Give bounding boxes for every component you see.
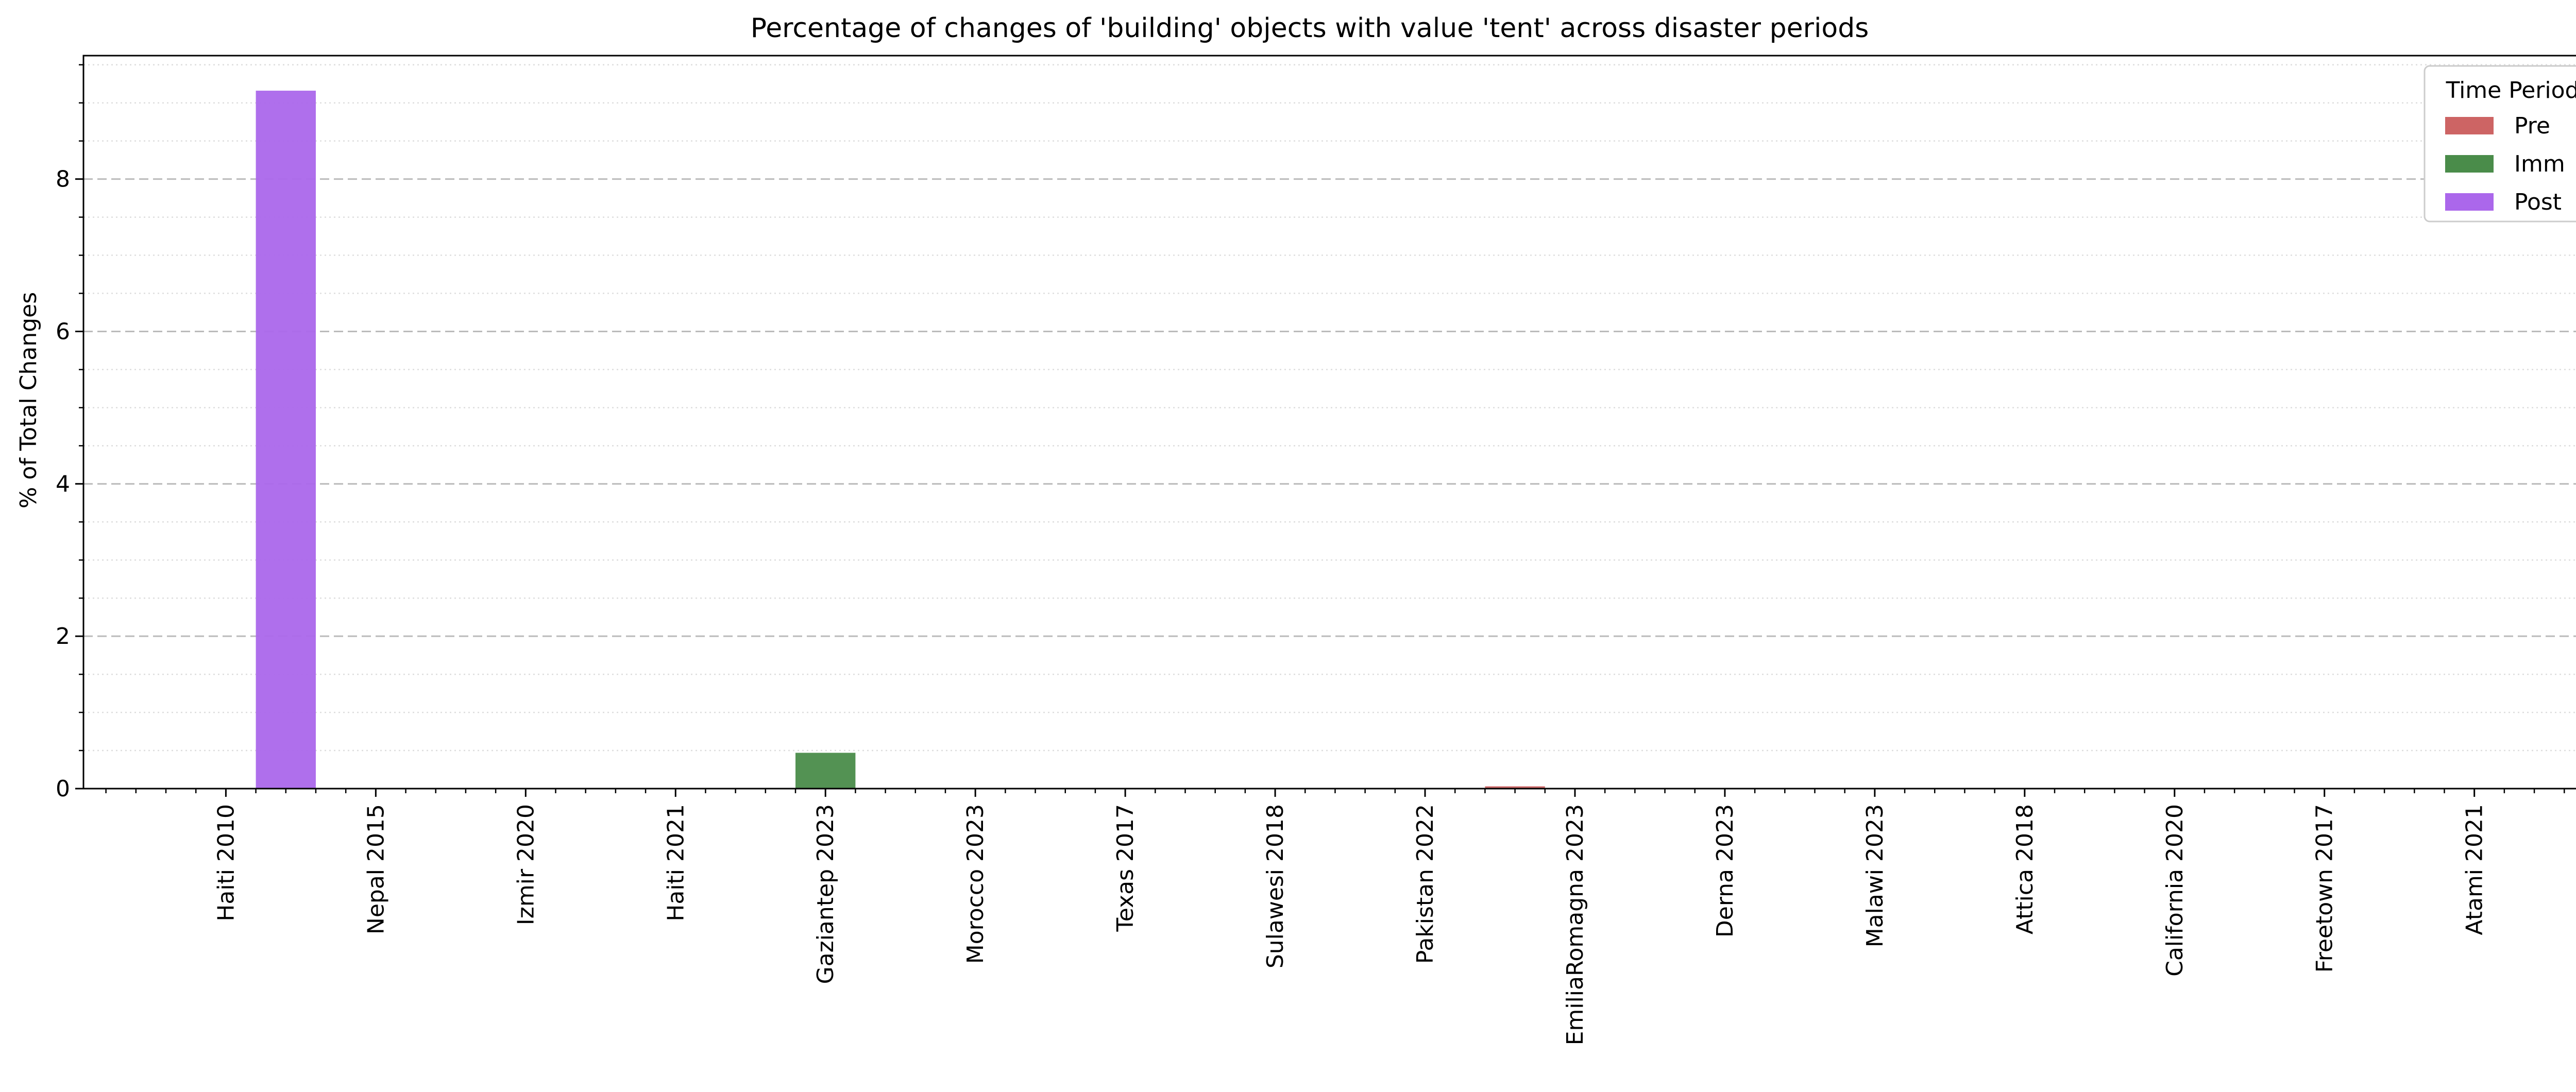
x-tick-label: California 2020 — [2162, 804, 2188, 977]
x-tick-label: Nepal 2015 — [363, 804, 389, 934]
x-tick-label: Haiti 2021 — [663, 804, 689, 922]
x-tick-label: Gaziantep 2023 — [812, 804, 839, 984]
y-tick-label: 8 — [56, 166, 70, 193]
axes: 0 2 4 6 8 Haiti 2010 Nepal 2015 Izmir 2020 Haiti… — [56, 55, 2576, 1045]
x-tick-label: Izmir 2020 — [513, 804, 539, 925]
x-tick-label: Derna 2023 — [1712, 804, 1738, 937]
x-tick-label: Haiti 2010 — [213, 804, 239, 922]
y-tick-label: 0 — [56, 776, 70, 802]
y-tick-label: 2 — [56, 623, 70, 650]
chart-title: Percentage of changes of 'building' obje… — [751, 13, 1869, 44]
x-tick-label: Atami 2021 — [2462, 804, 2488, 935]
legend-swatch-imm — [2445, 155, 2494, 173]
x-tick-label: Malawi 2023 — [1862, 804, 1888, 947]
y-tick-label: 6 — [56, 318, 70, 345]
x-tick-label: Sulawesi 2018 — [1262, 804, 1289, 968]
x-tick-label: Pakistan 2022 — [1412, 804, 1438, 964]
y-tick-label: 4 — [56, 471, 70, 497]
legend-label-pre: Pre — [2514, 113, 2550, 139]
legend-label-post: Post — [2514, 189, 2562, 215]
bar-pre — [1485, 786, 1545, 789]
x-tick-label: Freetown 2017 — [2312, 804, 2338, 972]
bars — [256, 91, 1545, 789]
legend-box — [2424, 65, 2576, 223]
bar-imm — [795, 753, 856, 789]
x-tick-label: EmiliaRomagna 2023 — [1562, 804, 1588, 1045]
legend-label-imm: Imm — [2514, 151, 2565, 177]
gridlines — [83, 64, 2576, 752]
x-tick-label: Morocco 2023 — [962, 804, 989, 964]
plot-frame — [82, 55, 2576, 790]
bar-post — [256, 91, 316, 789]
y-axis-label: % of Total Changes — [15, 292, 42, 508]
legend: Time Period Pre Imm Post — [2424, 65, 2576, 223]
legend-swatch-post — [2445, 193, 2494, 211]
legend-swatch-pre — [2445, 117, 2494, 134]
x-tick-label: Attica 2018 — [2012, 804, 2038, 934]
x-tick-label: Texas 2017 — [1112, 804, 1139, 932]
legend-title: Time Period — [2446, 77, 2576, 104]
